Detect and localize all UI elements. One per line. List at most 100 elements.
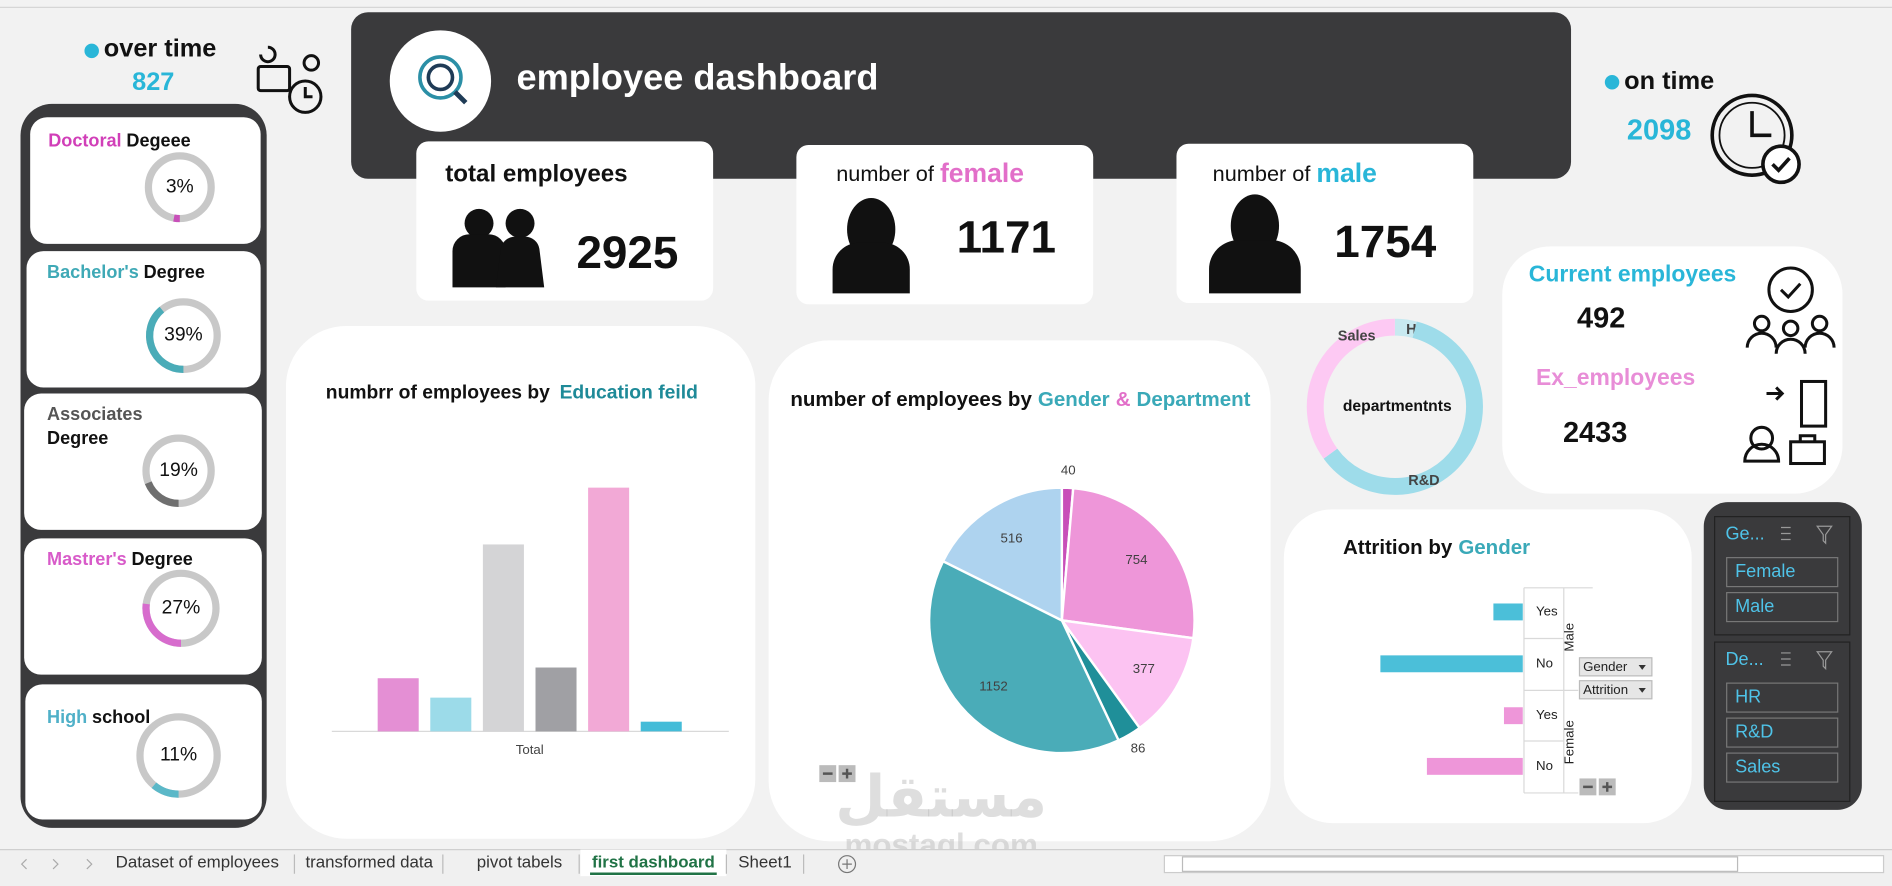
degree-label: Associates [47, 404, 142, 424]
male-icon [1209, 194, 1301, 294]
pie-label: 754 [1125, 552, 1147, 567]
slicer-item-label[interactable]: HR [1735, 686, 1761, 706]
team-icon [1745, 266, 1836, 354]
kpi-label-text: number of [1213, 161, 1312, 186]
tab-label[interactable]: Dataset of employees [116, 852, 279, 871]
add-sheet-glyph [842, 859, 852, 869]
female-icon [832, 198, 910, 294]
slicer-item-label[interactable]: Male [1735, 596, 1774, 616]
slicer-item[interactable] [1726, 717, 1839, 748]
row-label: No [1536, 655, 1553, 670]
zoom-buttons[interactable] [819, 765, 856, 783]
pie-slice [1059, 618, 1195, 730]
slicer-item-label[interactable]: Female [1735, 561, 1795, 581]
bar [482, 544, 524, 732]
kpi-label: number of female [836, 158, 1024, 188]
x-tick-label: Total [516, 742, 544, 757]
zoom-glyph [822, 768, 852, 779]
kpi-value: 1171 [957, 210, 1056, 262]
tabs: Dataset of employees transformed data pivo… [116, 849, 805, 877]
slicer-item-label[interactable]: R&D [1735, 721, 1773, 741]
slicer-item[interactable] [1726, 557, 1839, 588]
active-tab[interactable] [580, 849, 727, 877]
header-title: employee dashboard [516, 56, 878, 97]
tab-label[interactable]: Sheet1 [738, 852, 791, 871]
tab-nav[interactable] [20, 858, 93, 870]
degree-label-text: Degree [144, 262, 205, 282]
row-label: Yes [1536, 707, 1558, 722]
title-highlight: Gender [1038, 388, 1110, 411]
title-text: numbrr of employees by [326, 383, 550, 404]
exit-icon [1743, 379, 1828, 466]
tab-label[interactable]: pivot tabels [477, 852, 562, 871]
zoom-glyph [1583, 782, 1613, 792]
slicer-item[interactable] [1726, 752, 1839, 783]
ex-value: 2433 [1563, 417, 1627, 449]
slicer-item-label[interactable]: Sales [1735, 756, 1780, 776]
bar [430, 697, 472, 732]
slicer-title: Ge... [1725, 523, 1764, 543]
title-highlight: & [1116, 388, 1131, 411]
add-sheet[interactable] [838, 855, 857, 874]
overtime-icon [256, 45, 323, 114]
degree-label-text: Degeee [126, 130, 190, 150]
bar [1426, 757, 1523, 775]
kpi-highlight: female [940, 158, 1024, 188]
people-icon [452, 208, 545, 288]
title-highlight: Department [1137, 388, 1251, 411]
pie-slice [927, 559, 1121, 755]
scroll-thumb[interactable] [1181, 856, 1739, 872]
degree-highlight: Bachelor's [47, 262, 139, 282]
bar [640, 721, 682, 732]
slicer-title: De... [1725, 649, 1763, 669]
bar [377, 678, 419, 732]
slicers: Ge... Female Male De... HR R&D Sales [1714, 516, 1851, 802]
bar [588, 487, 630, 732]
pie-label: 377 [1133, 661, 1155, 676]
degree-highlight: High [47, 707, 87, 727]
kpi-value: 1754 [1334, 215, 1436, 267]
donut-category: R&D [1408, 473, 1439, 489]
tab-label[interactable]: transformed data [305, 852, 433, 871]
donut-arc [151, 782, 179, 798]
slicer-item[interactable] [1726, 592, 1839, 623]
degree-label: Doctoral Degeee [48, 130, 190, 150]
bullet [1604, 74, 1620, 90]
pivot-field-button[interactable] [1578, 680, 1653, 700]
slicer-icons [1780, 525, 1833, 545]
logo-icon [418, 55, 468, 105]
ontime-label: on time [1624, 67, 1714, 95]
bar [1503, 707, 1523, 725]
overtime-value: 827 [132, 68, 174, 96]
degree-card [26, 251, 261, 388]
clock-icon [1710, 93, 1801, 185]
donut-label: 11% [160, 745, 197, 766]
pivot-field-button[interactable] [1578, 657, 1653, 677]
slicer-item[interactable] [1726, 682, 1839, 713]
donut-arc [142, 603, 182, 647]
pie-label: 516 [1000, 531, 1022, 546]
zoom-buttons[interactable] [1579, 778, 1616, 796]
bullet [84, 43, 99, 59]
current-label: Current employees [1529, 260, 1737, 286]
kpi-highlight: male [1316, 158, 1376, 188]
current-value: 492 [1577, 303, 1625, 335]
pivot-field: Gender [1583, 659, 1628, 674]
pie: 40 754 377 86 1152 516 [927, 462, 1196, 756]
ex-label: Ex_employees [1536, 364, 1695, 390]
donut-label: 27% [162, 597, 201, 618]
degree-highlight: Mastrer's [47, 549, 127, 569]
degree-label: Mastrer's Degree [47, 549, 193, 569]
donut-label: 39% [164, 325, 203, 346]
degree-highlight: Doctoral [48, 130, 121, 150]
donut-arc [144, 481, 179, 507]
title-highlight: Education feild [560, 383, 698, 404]
watermark: مستقل [835, 766, 1047, 830]
title-text: number of employees by [790, 388, 1032, 411]
active-tab-label[interactable]: first dashboard [592, 852, 715, 871]
employees-panel [1502, 246, 1843, 494]
slicer-icons [1780, 651, 1833, 671]
degree-label-text: Degree [132, 549, 193, 569]
title-text: Attrition by [1343, 537, 1453, 560]
